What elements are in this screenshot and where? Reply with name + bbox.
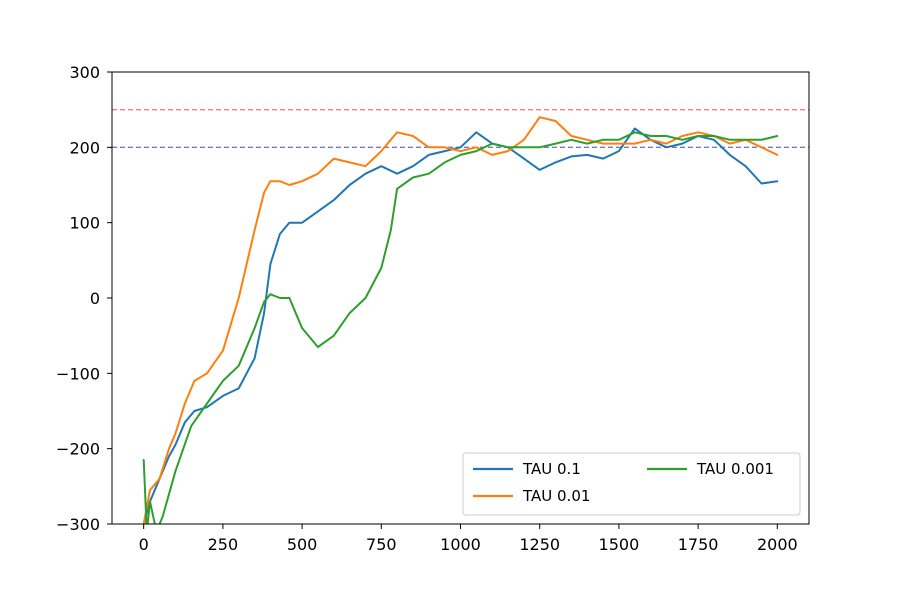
series-line-tau-0-01 [142, 116, 779, 524]
y-tick-label: 200 [69, 138, 100, 157]
y-tick-label: −300 [56, 515, 100, 534]
y-axis: −300 −200 −100 0 100 200 300 [56, 63, 112, 534]
x-tick-label: 2000 [757, 535, 798, 554]
x-tick-label: 1000 [440, 535, 481, 554]
series-lines [142, 116, 779, 524]
legend-label: TAU 0.1 [522, 460, 581, 478]
x-tick-label: 1750 [678, 535, 719, 554]
x-axis: 0 250 500 750 1000 1250 1500 1750 2000 [139, 524, 798, 554]
series-line-tau-0-001 [142, 131, 779, 524]
y-tick-label: 100 [69, 214, 100, 233]
x-tick-label: 250 [208, 535, 239, 554]
x-tick-label: 750 [366, 535, 397, 554]
y-tick-label: −100 [56, 364, 100, 383]
y-tick-label: 0 [90, 289, 100, 308]
x-tick-label: 500 [287, 535, 318, 554]
series-line-tau-0-1 [142, 127, 779, 524]
legend-label: TAU 0.01 [522, 487, 590, 505]
x-tick-label: 1250 [519, 535, 560, 554]
legend: TAU 0.1 TAU 0.01 TAU 0.001 [462, 452, 801, 516]
x-tick-label: 1500 [599, 535, 640, 554]
y-tick-label: −200 [56, 440, 100, 459]
y-tick-label: 300 [69, 63, 100, 82]
legend-label: TAU 0.001 [696, 460, 774, 478]
legend-box [462, 452, 801, 516]
x-tick-label: 0 [139, 535, 149, 554]
